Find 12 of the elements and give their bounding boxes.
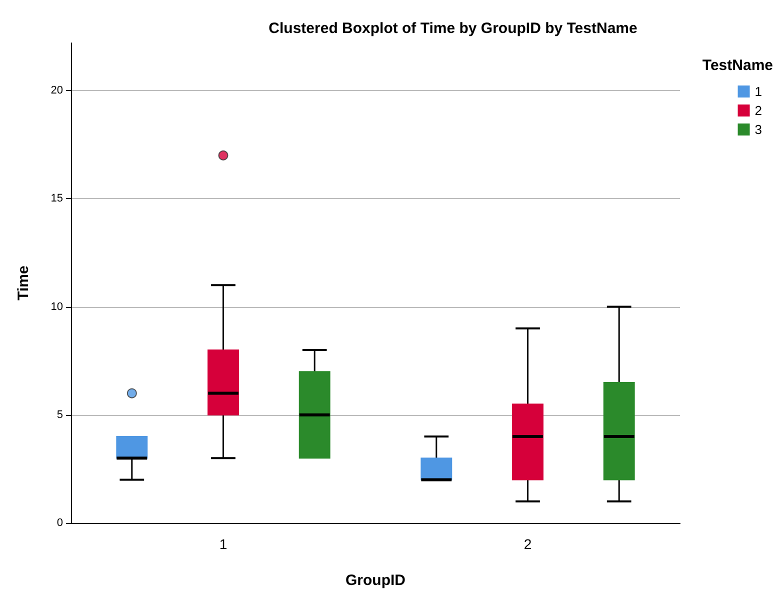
legend-label: 1 xyxy=(754,84,762,99)
chart-title: Clustered Boxplot of Time by GroupID by TestName xyxy=(268,20,638,37)
y-tick-label: 15 xyxy=(50,192,63,205)
y-tick-label: 10 xyxy=(50,300,63,313)
legend-title: TestName xyxy=(702,57,774,74)
y-tick-label: 0 xyxy=(56,517,63,529)
y-tick-label: 5 xyxy=(56,408,63,421)
legend-label: 3 xyxy=(754,122,762,137)
legend-label: 2 xyxy=(754,103,762,118)
x-axis-title: GroupID xyxy=(346,572,406,589)
y-axis-title: Time xyxy=(15,266,32,300)
y-tick-label: 20 xyxy=(50,84,63,97)
